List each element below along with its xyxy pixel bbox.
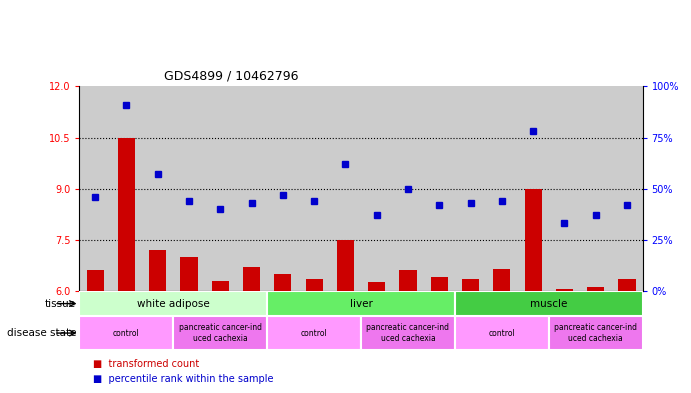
Text: GDS4899 / 10462796: GDS4899 / 10462796 (164, 70, 299, 83)
Text: pancreatic cancer-ind
uced cachexia: pancreatic cancer-ind uced cachexia (554, 323, 637, 343)
Bar (430, 277, 448, 291)
Bar (267, 316, 361, 350)
Bar (493, 269, 511, 291)
Bar (618, 279, 636, 291)
Bar (337, 240, 354, 291)
Text: control: control (113, 329, 140, 338)
Text: control: control (301, 329, 328, 338)
Bar (236, 86, 267, 291)
Bar (111, 86, 142, 291)
Text: control: control (489, 329, 515, 338)
Bar (142, 86, 173, 291)
Bar (455, 291, 643, 316)
Bar (612, 86, 643, 291)
Bar (180, 257, 198, 291)
Bar (462, 279, 479, 291)
Bar (486, 86, 518, 291)
Bar (86, 270, 104, 291)
Bar (274, 274, 292, 291)
Bar (399, 270, 417, 291)
Bar (173, 316, 267, 350)
Bar (267, 291, 455, 316)
Bar (299, 86, 330, 291)
Bar (556, 289, 573, 291)
Bar (424, 86, 455, 291)
Bar (524, 189, 542, 291)
Text: ■  transformed count: ■ transformed count (93, 358, 200, 369)
Bar (211, 281, 229, 291)
Bar (149, 250, 167, 291)
Bar (205, 86, 236, 291)
Bar (587, 287, 605, 291)
Bar (549, 316, 643, 350)
Text: muscle: muscle (530, 299, 567, 309)
Bar (79, 291, 267, 316)
Bar (549, 86, 580, 291)
Bar (305, 279, 323, 291)
Bar (368, 282, 386, 291)
Bar (455, 316, 549, 350)
Bar (79, 86, 111, 291)
Bar (361, 316, 455, 350)
Text: tissue: tissue (45, 299, 76, 309)
Bar (117, 138, 135, 291)
Text: white adipose: white adipose (137, 299, 209, 309)
Bar (330, 86, 361, 291)
Bar (392, 86, 424, 291)
Text: disease state: disease state (6, 328, 76, 338)
Bar (243, 267, 260, 291)
Text: pancreatic cancer-ind
uced cachexia: pancreatic cancer-ind uced cachexia (179, 323, 262, 343)
Text: pancreatic cancer-ind
uced cachexia: pancreatic cancer-ind uced cachexia (366, 323, 449, 343)
Bar (580, 86, 612, 291)
Bar (173, 86, 205, 291)
Bar (79, 316, 173, 350)
Bar (267, 86, 299, 291)
Text: liver: liver (350, 299, 372, 309)
Text: ■  percentile rank within the sample: ■ percentile rank within the sample (93, 374, 274, 384)
Bar (518, 86, 549, 291)
Bar (455, 86, 486, 291)
Bar (361, 86, 392, 291)
